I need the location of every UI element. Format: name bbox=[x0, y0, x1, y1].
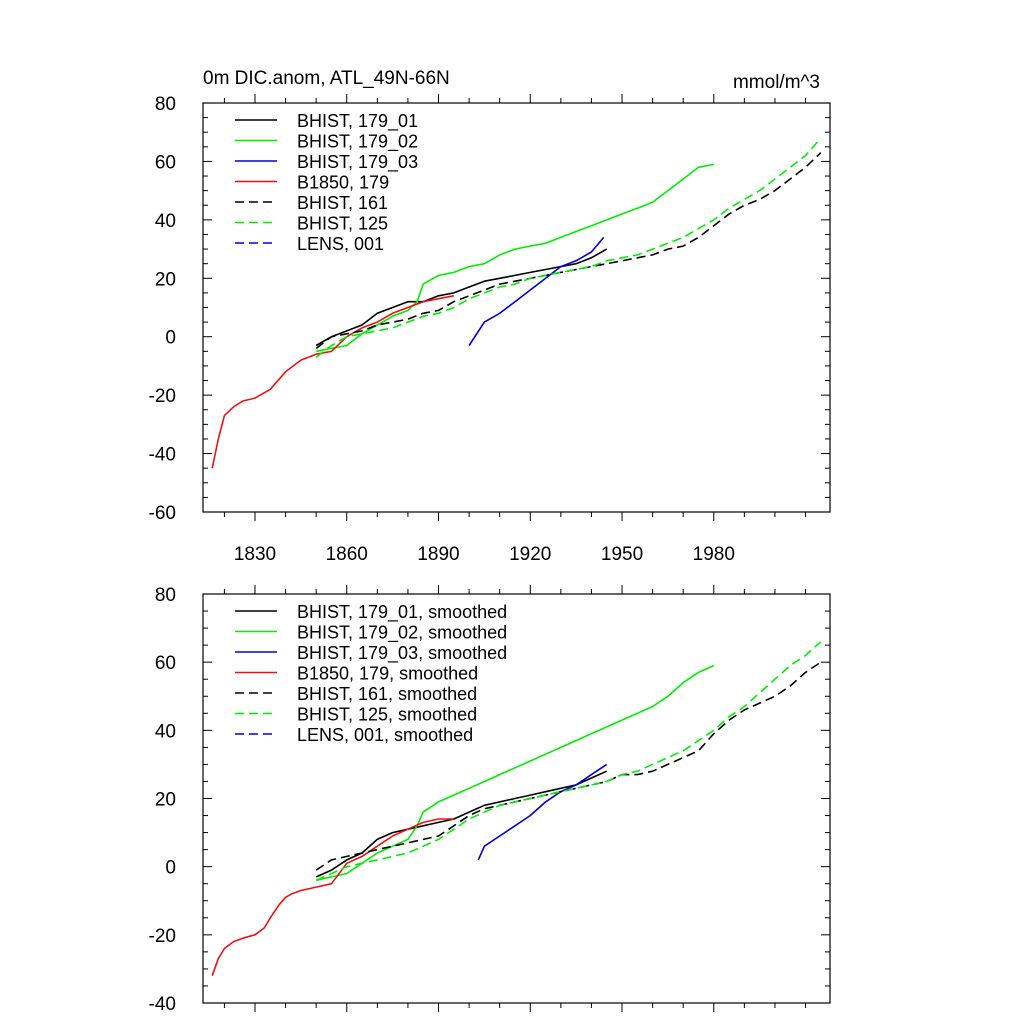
series-line bbox=[316, 664, 715, 882]
legend-label: LENS, 001 bbox=[297, 234, 384, 254]
y-tick-label: -20 bbox=[149, 386, 176, 407]
y-tick-label: 80 bbox=[155, 585, 176, 606]
y-tick-label: 20 bbox=[155, 269, 176, 290]
series-line bbox=[468, 236, 605, 346]
series-line bbox=[316, 163, 714, 353]
legend-label: BHIST, 179_01, smoothed bbox=[297, 602, 507, 623]
legend-label: BHIST, 161 bbox=[297, 193, 388, 213]
x-tick-label: 1890 bbox=[417, 544, 459, 565]
y-tick-label: -60 bbox=[149, 503, 176, 524]
units-label: mmol/m^3 bbox=[733, 72, 820, 93]
legend-label: BHIST, 179_03 bbox=[297, 152, 418, 173]
chart-title: 0m DIC.anom, ATL_49N-66N bbox=[203, 68, 450, 89]
top-panel: -60 -40 -20 0 20 40 60 80 1830 1860 1890 1920 1950 19… bbox=[149, 94, 831, 565]
legend-label: BHIST, 125, smoothed bbox=[297, 705, 477, 725]
y-tick-label: 40 bbox=[155, 211, 176, 232]
x-tick-label: 1830 bbox=[234, 544, 276, 565]
legend-label: BHIST, 179_01 bbox=[297, 111, 418, 132]
y-tick-label: -40 bbox=[149, 994, 176, 1015]
y-tick-label: -40 bbox=[149, 445, 176, 466]
legend-label: LENS, 001, smoothed bbox=[297, 725, 473, 745]
series-line bbox=[315, 770, 608, 878]
x-tick-label: 1950 bbox=[601, 544, 643, 565]
y-tick-label: 20 bbox=[155, 790, 176, 811]
y-tick-label: 40 bbox=[155, 721, 176, 742]
y-tick-label: 0 bbox=[165, 858, 176, 879]
y-tick-label: 80 bbox=[155, 94, 176, 115]
series-line bbox=[211, 295, 454, 469]
legend-label: B1850, 179, smoothed bbox=[297, 664, 478, 684]
series-line bbox=[315, 137, 822, 358]
y-tick-label: -20 bbox=[149, 926, 176, 947]
x-tick-label: 1980 bbox=[693, 544, 735, 565]
y-tick-label: 0 bbox=[165, 328, 176, 349]
x-tick-label: 1860 bbox=[326, 544, 368, 565]
series-line bbox=[211, 818, 454, 976]
legend-label: B1850, 179 bbox=[297, 173, 389, 193]
legend-label: BHIST, 179_02, smoothed bbox=[297, 623, 507, 644]
legend-label: BHIST, 125 bbox=[297, 214, 388, 234]
legend-label: BHIST, 179_02 bbox=[297, 132, 418, 153]
series-line bbox=[315, 152, 822, 350]
x-tick-label: 1920 bbox=[509, 544, 551, 565]
legend-label: BHIST, 161, smoothed bbox=[297, 684, 477, 704]
legend-label: BHIST, 179_03, smoothed bbox=[297, 643, 507, 664]
series-line bbox=[315, 641, 822, 882]
series-line bbox=[315, 248, 608, 347]
y-tick-label: 60 bbox=[155, 653, 176, 674]
y-tick-label: 60 bbox=[155, 152, 176, 173]
series-line bbox=[477, 763, 608, 861]
